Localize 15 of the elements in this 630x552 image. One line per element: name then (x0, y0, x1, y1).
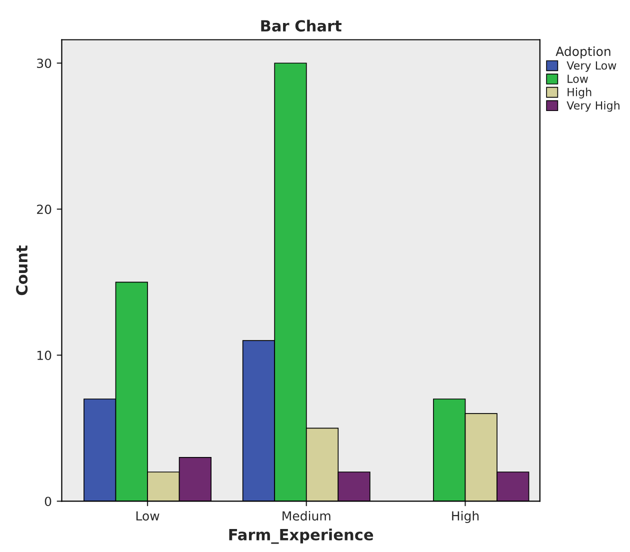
x-tick-label: Low (136, 511, 160, 521)
y-axis-title: Count (16, 245, 28, 296)
legend-title: Adoption (556, 46, 610, 59)
legend-label: High (568, 88, 592, 98)
y-tick-label: 0 (44, 496, 52, 506)
y-tick-label: 10 (37, 350, 52, 360)
x-tick-label: Medium (282, 510, 330, 521)
legend-label: Low (568, 74, 588, 83)
y-tick-label: 30 (37, 58, 52, 68)
y-tick-label: 20 (37, 204, 52, 214)
x-tick-label: High (452, 510, 479, 524)
chart-title: Bar Chart (261, 20, 342, 32)
legend-label: Very High (566, 101, 620, 112)
x-axis-title: Farm_Experience (229, 528, 374, 544)
legend-label: Very Low (566, 61, 616, 72)
